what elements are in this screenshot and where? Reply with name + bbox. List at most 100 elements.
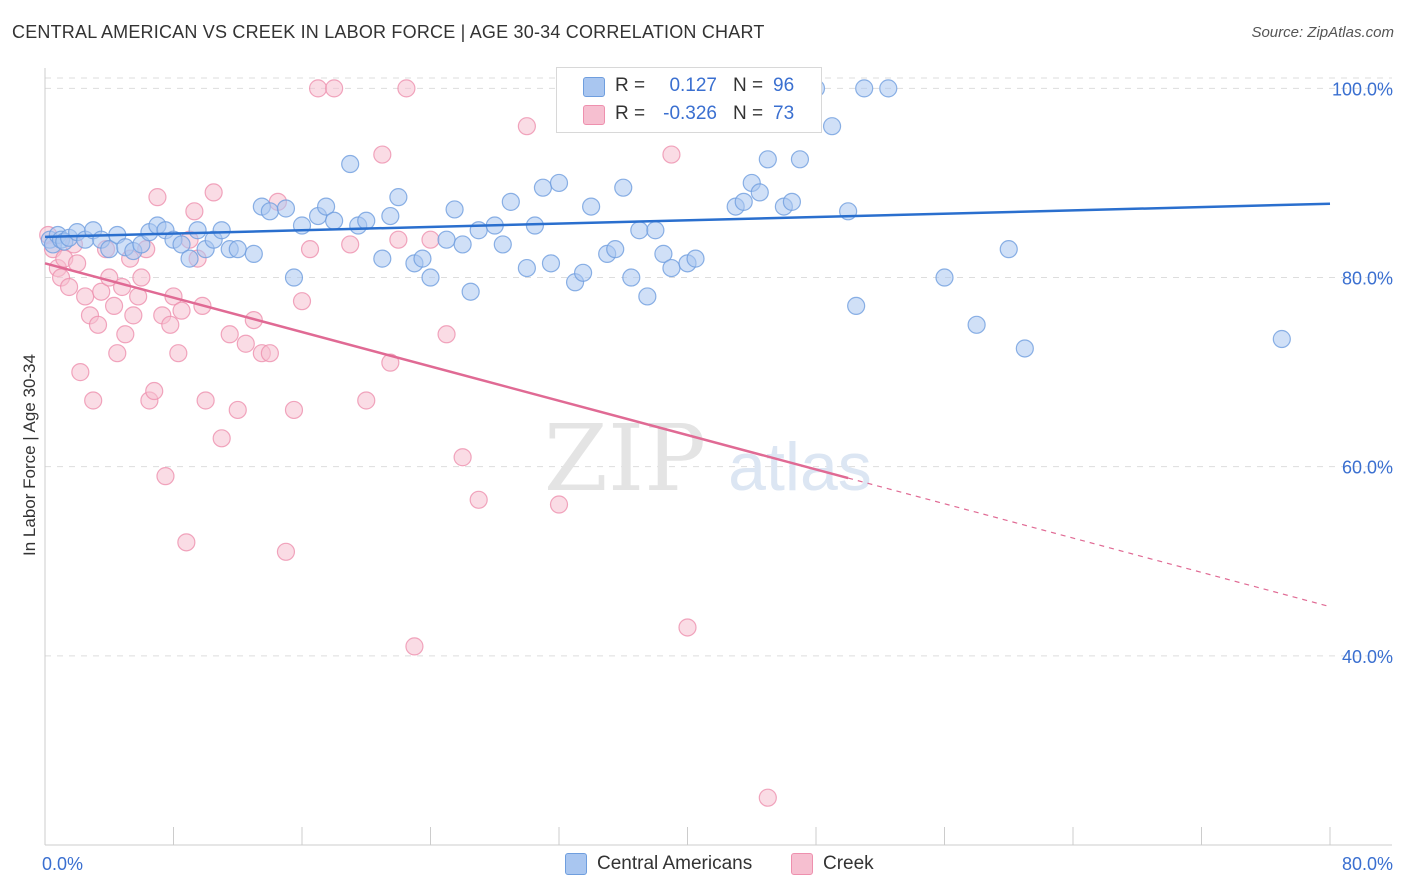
watermark-atlas: atlas [728, 429, 872, 505]
central-americans-point [630, 221, 649, 240]
creek-point [758, 788, 777, 807]
legend-r-value: 0.127 [669, 75, 717, 96]
creek-point [421, 230, 440, 249]
central-americans-point [622, 268, 641, 287]
central-americans-point [790, 150, 810, 169]
central-americans-point [453, 235, 472, 254]
central-americans-point [614, 178, 633, 197]
y-tick-label: 60.0% [1342, 458, 1393, 478]
creek-point [389, 230, 408, 249]
creek-point [196, 391, 215, 410]
central-americans-point [244, 244, 263, 263]
central-americans-point [493, 235, 512, 254]
y-tick-label: 100.0% [1332, 79, 1393, 99]
legend-swatch-pink [583, 105, 605, 125]
central-americans-point [445, 200, 464, 219]
trend-lines [44, 202, 1331, 608]
bottom-legend-label: Creek [823, 853, 874, 874]
creek-point [260, 344, 279, 363]
central-americans-point [782, 192, 802, 211]
central-americans-point [357, 211, 376, 230]
creek-point [132, 268, 151, 287]
central-americans-point [855, 79, 874, 98]
central-americans-point [341, 154, 360, 174]
central-americans-point [541, 254, 561, 273]
central-americans-point [501, 192, 520, 211]
central-americans-point [1015, 339, 1034, 358]
creek-point [549, 495, 569, 514]
tick-labels: 40.0% 60.0% 80.0% 100.0% 0.0% 80.0% [42, 79, 1393, 874]
central-americans-point [533, 178, 553, 197]
central-americans-point [750, 183, 769, 202]
central-americans-point [437, 230, 456, 249]
central-americans-point [373, 249, 392, 268]
central-americans-point [276, 199, 296, 218]
creek-point [517, 117, 536, 136]
creek-point [161, 315, 180, 334]
creek-point [88, 315, 108, 334]
creek-point [381, 353, 400, 372]
creek-point [220, 325, 239, 344]
central-americans-point [758, 150, 777, 169]
central-americans-point [1272, 329, 1291, 349]
creek-point [325, 79, 344, 98]
central-americans-point [180, 249, 199, 268]
creek-point [357, 391, 376, 410]
central-americans-point [413, 249, 432, 268]
central-americans-point [389, 188, 408, 207]
data-points [39, 79, 1291, 807]
central-americans-point [967, 315, 986, 334]
creek-point [156, 467, 175, 486]
central-americans-point [172, 235, 191, 254]
central-americans-point [212, 221, 231, 240]
creek-point [185, 202, 204, 221]
chart-title: CENTRAL AMERICAN VS CREEK IN LABOR FORCE… [12, 22, 765, 42]
central-americans-point [549, 173, 569, 193]
creek-point [236, 334, 255, 353]
central-americans-point [228, 240, 247, 259]
central-americans-point [461, 282, 480, 301]
creek-point [145, 381, 164, 401]
central-americans-point [935, 268, 954, 287]
creek-point [112, 277, 132, 297]
creek-trend-line-extrapolated [847, 477, 1331, 608]
central-americans-point [316, 197, 336, 216]
central-americans-trend-line [44, 202, 1331, 239]
central-americans-point [847, 296, 866, 316]
central-americans-point [662, 258, 681, 278]
creek-point [148, 188, 167, 207]
correlation-legend: R = 0.127 N = 96 R = -0.326 N = 73 [556, 67, 822, 133]
creek-point [92, 282, 111, 301]
creek-point [662, 145, 681, 164]
legend-r-value: -0.326 [663, 103, 717, 124]
y-tick-label: 80.0% [1342, 269, 1393, 289]
central-americans-point [421, 268, 440, 287]
legend-swatch-blue [583, 77, 605, 97]
legend-n-label: N = [733, 75, 764, 96]
legend-n-value: 96 [773, 75, 795, 96]
creek-point [124, 306, 143, 325]
creek-point [341, 235, 360, 254]
creek-point [172, 301, 191, 320]
central-americans-point [260, 202, 279, 221]
central-americans-point [999, 240, 1018, 259]
creek-point [76, 287, 95, 306]
central-americans-point [879, 79, 898, 98]
y-tick-label: 40.0% [1342, 647, 1393, 667]
creek-point [373, 145, 392, 164]
legend-row-creek: R = -0.326 N = 73 [557, 100, 821, 126]
creek-point [453, 448, 472, 467]
legend-n-label: N = [733, 103, 764, 124]
creek-point [228, 400, 247, 420]
creek-point [308, 79, 328, 98]
creek-point [276, 542, 296, 561]
creek-point [284, 400, 304, 420]
creek-point [292, 292, 312, 311]
creek-point [437, 325, 456, 344]
x-tick-label: 0.0% [42, 854, 83, 874]
watermark-zip: ZIP [544, 405, 706, 512]
creek-point [469, 490, 488, 509]
creek-point [104, 296, 124, 316]
creek-trend-line [44, 262, 849, 480]
x-tick-label: 80.0% [1342, 854, 1393, 874]
